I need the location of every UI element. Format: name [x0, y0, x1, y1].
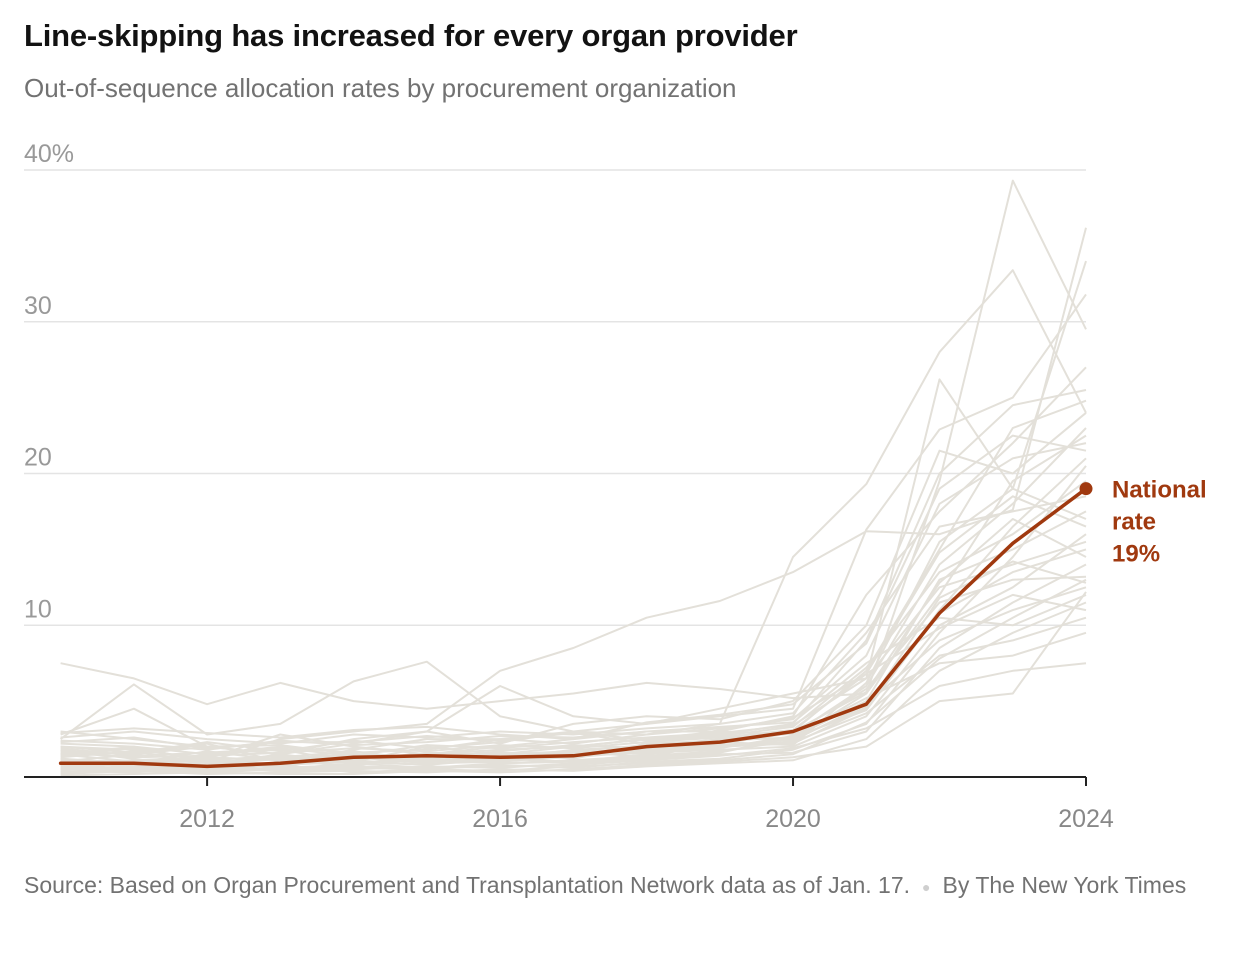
y-tick-label: 30 [24, 292, 52, 320]
national-rate-label: 19% [1112, 541, 1160, 568]
organization-line [60, 510, 1087, 769]
organization-line [60, 179, 1087, 710]
organization-line [60, 227, 1087, 763]
national-rate-line [58, 486, 1088, 769]
line-chart: 40% 30 20 10 2012 2016 2020 2024 National rate 1… [24, 140, 1207, 833]
organization-line [60, 399, 1087, 771]
organization-line [60, 495, 1087, 750]
credit-text: By The New York Times [942, 872, 1187, 898]
organization-line [60, 495, 1087, 745]
organization-line [60, 434, 1087, 771]
y-axis-ticks: 40% 30 20 10 [24, 140, 74, 623]
x-tick-label: 2012 [179, 805, 235, 833]
y-tick-label: 40% [24, 140, 74, 168]
separator-dot: ● [922, 878, 931, 895]
x-tick-label: 2024 [1058, 805, 1114, 833]
y-tick-label: 10 [24, 595, 52, 623]
organization-line [60, 487, 1087, 762]
x-axis-ticks: 2012 2016 2020 2024 [179, 777, 1114, 833]
organization-line [60, 465, 1087, 774]
chart-subtitle: Out-of-sequence allocation rates by proc… [24, 73, 737, 103]
organization-line [60, 662, 1087, 772]
national-rate-endpoint [1079, 482, 1093, 496]
source-note: Source: Based on Organ Procurement and T… [24, 868, 1204, 904]
organization-line [60, 480, 1087, 754]
organization-line [60, 427, 1087, 771]
x-tick-label: 2020 [765, 805, 821, 833]
organization-line [60, 593, 1087, 751]
source-text: Source: Based on Organ Procurement and T… [24, 872, 911, 898]
national-rate-label: rate [1112, 509, 1156, 536]
organization-line [60, 412, 1087, 756]
organization-line [60, 260, 1087, 756]
organization-line [60, 434, 1087, 741]
organization-line [60, 591, 1087, 777]
y-tick-label: 20 [24, 444, 52, 472]
national-rate-series: National rate 19% [58, 477, 1207, 769]
organization-line [60, 578, 1087, 774]
gridlines [24, 169, 1086, 626]
national-rate-label: National [1112, 477, 1207, 504]
organization-lines [60, 179, 1087, 777]
chart-title: Line-skipping has increased for every or… [24, 18, 798, 53]
x-tick-label: 2016 [472, 805, 528, 833]
